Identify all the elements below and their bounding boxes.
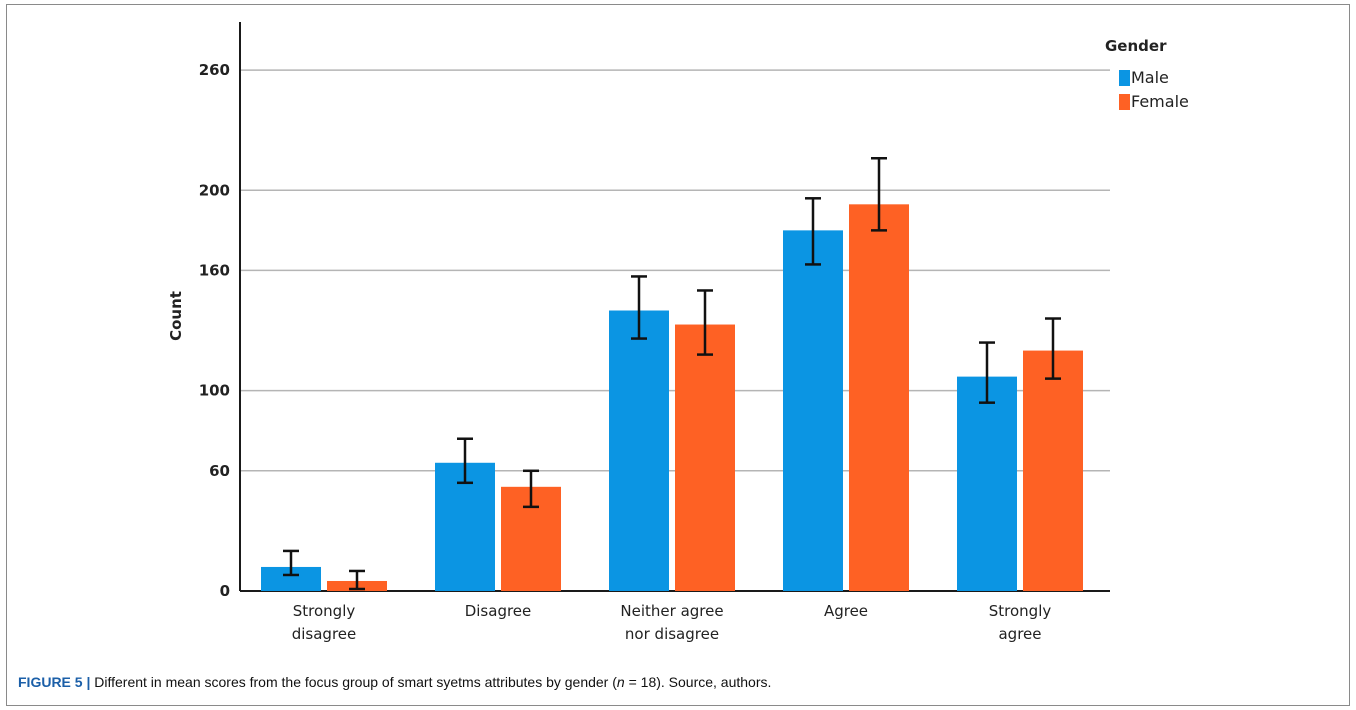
legend-label-female: Female: [1131, 92, 1189, 111]
y-tick-label: 100: [199, 382, 230, 400]
x-category-label: disagree: [292, 625, 357, 643]
legend-title: Gender: [1105, 37, 1167, 55]
x-category-label: nor disagree: [625, 625, 719, 643]
caption-italic: n: [616, 674, 625, 690]
bar-male: [609, 310, 669, 591]
y-tick-label: 160: [199, 261, 230, 279]
caption-label: FIGURE 5 |: [18, 674, 91, 690]
y-tick-label: 260: [199, 61, 230, 79]
y-axis-title: Count: [167, 291, 185, 341]
y-tick-label: 0: [220, 582, 230, 600]
x-category-label: Agree: [824, 602, 868, 620]
bar-female: [675, 324, 735, 591]
y-tick-label: 200: [199, 181, 230, 199]
caption-text-after: = 18). Source, authors.: [624, 674, 772, 690]
x-category-label: Strongly: [989, 602, 1052, 620]
caption-text-before: Different in mean scores from the focus …: [90, 674, 617, 690]
figure-frame: [6, 4, 1350, 706]
bar-male: [957, 376, 1017, 591]
figure-caption: FIGURE 5 | Different in mean scores from…: [18, 674, 771, 690]
x-category-label: agree: [998, 625, 1041, 643]
bar-chart: 0 60 100 160 200 260 Count Strongly disagree Disa…: [167, 22, 1189, 643]
x-category-label: Disagree: [465, 602, 532, 620]
bar-female: [1023, 350, 1083, 591]
legend-swatch-female: [1119, 94, 1130, 110]
legend-swatch-male: [1119, 70, 1130, 86]
x-category-label: Strongly: [293, 602, 356, 620]
legend-label-male: Male: [1131, 68, 1169, 87]
bar-male: [783, 230, 843, 591]
x-category-label: Neither agree: [620, 602, 723, 620]
bar-female: [849, 204, 909, 591]
bar-male: [435, 462, 495, 591]
y-tick-label: 60: [209, 462, 230, 480]
